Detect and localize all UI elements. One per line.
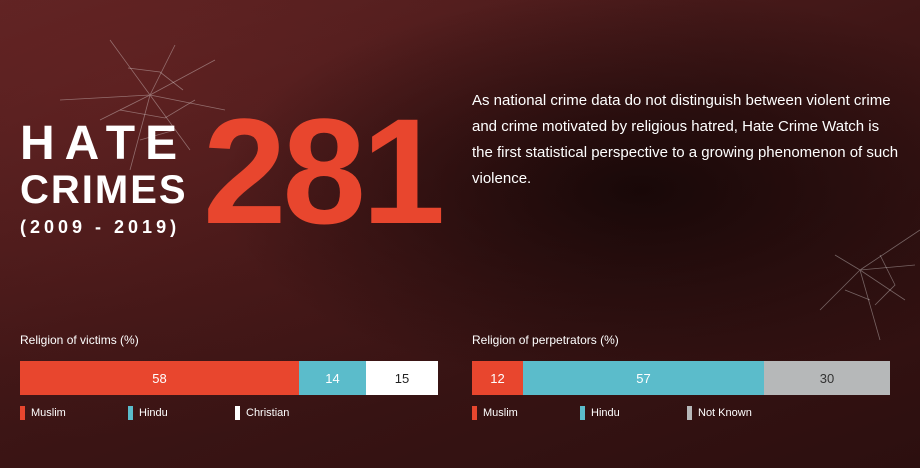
legend-label: Muslim: [31, 407, 66, 419]
legend-item-muslim: Muslim: [472, 406, 518, 420]
victims-chart-title: Religion of victims (%): [20, 333, 139, 347]
bar-segment-value-label: 30: [819, 370, 835, 386]
description-text: As national crime data do not distinguis…: [472, 92, 899, 187]
perpetrators-chart-title: Religion of perpetrators (%): [472, 333, 619, 347]
legend-label: Hindu: [139, 407, 168, 419]
bar-segment-value-label: 57: [636, 370, 651, 386]
victims-stacked-bar: 58 14 15: [20, 361, 438, 395]
perpetrators-stacked-bar: 12 57 30: [472, 361, 890, 395]
legend-swatch: [472, 406, 477, 420]
victims-chart: Religion of victims (%) 58 14 15 Muslim Hin…: [20, 332, 438, 422]
bar-segment-not-known: 30: [764, 361, 890, 395]
bar-segment-hindu: 14: [299, 361, 366, 395]
bar-segment-value-label: 14: [325, 370, 340, 386]
bar-segment-christian: 15: [366, 361, 438, 395]
bar-segment-value-label: 15: [394, 370, 410, 386]
bar-segment-muslim: 12: [472, 361, 523, 395]
period-label: (2009 - 2019): [20, 217, 181, 237]
bar-segment-value-label: 58: [152, 370, 167, 386]
title-hate: HATE: [20, 117, 188, 170]
legend-item-hindu: Hindu: [580, 406, 620, 420]
perpetrators-legend: Muslim Hindu Not Known: [472, 406, 890, 422]
legend-item-hindu: Hindu: [128, 406, 168, 420]
legend-swatch: [687, 406, 692, 420]
legend-item-christian: Christian: [235, 406, 289, 420]
title-crimes: CRIMES: [20, 168, 188, 212]
legend-label: Hindu: [591, 407, 620, 419]
total-crimes-number: 281: [203, 87, 445, 255]
legend-swatch: [235, 406, 240, 420]
legend-label: Muslim: [483, 407, 518, 419]
perpetrators-chart: Religion of perpetrators (%) 12 57 30 Musl…: [472, 332, 890, 422]
legend-swatch: [580, 406, 585, 420]
legend-swatch: [128, 406, 133, 420]
legend-label: Christian: [246, 407, 290, 419]
bar-segment-value-label: 12: [490, 370, 505, 386]
victims-legend: Muslim Hindu Christian: [20, 406, 438, 422]
legend-item-not-known: Not Known: [687, 406, 752, 420]
bar-segment-muslim: 58: [20, 361, 299, 395]
hero-section: HATE CRIMES (2009 - 2019) 281 As nationa…: [20, 87, 899, 255]
legend-swatch: [20, 406, 25, 420]
bar-segment-hindu: 57: [523, 361, 764, 395]
legend-label: Not Known: [698, 407, 752, 419]
legend-item-muslim: Muslim: [20, 406, 66, 420]
